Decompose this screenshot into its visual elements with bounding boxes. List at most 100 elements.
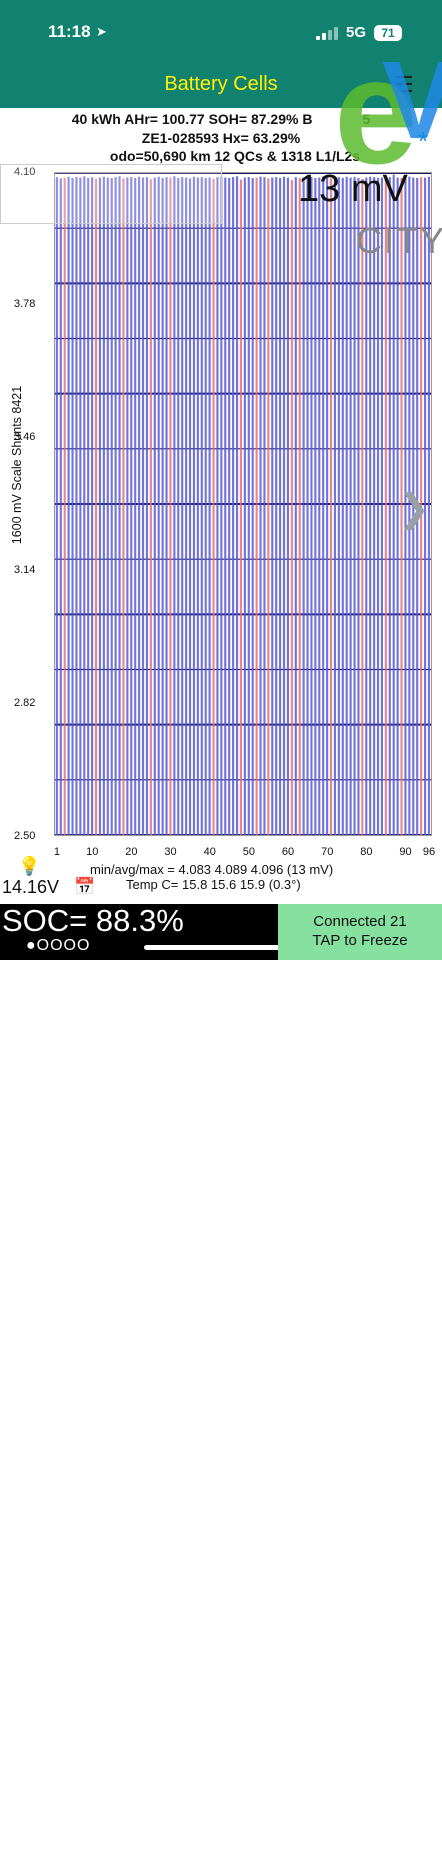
- cell-bar: [251, 177, 254, 836]
- ev-city-logo-text: CITY: [356, 220, 442, 261]
- x-tick-label: 80: [360, 846, 373, 858]
- cell-bar: [396, 177, 399, 835]
- cell-bar: [404, 177, 407, 835]
- ev-city-logo-v: V: [382, 39, 442, 162]
- cell-bar: [181, 177, 184, 835]
- cell-bar: [59, 178, 62, 835]
- cell-bar: [145, 177, 149, 835]
- cell-bar: [161, 177, 164, 836]
- cell-bar: [329, 178, 333, 835]
- cell-bar: [314, 177, 317, 836]
- y-axis-label: 1600 mV Scale Shunts 8421: [10, 385, 25, 545]
- cell-voltage-chart[interactable]: [54, 172, 432, 836]
- cell-bar: [165, 177, 168, 835]
- cell-bar: [427, 176, 431, 835]
- cell-bar: [71, 177, 74, 836]
- cell-bar: [384, 178, 387, 835]
- cell-bar: [110, 177, 113, 836]
- status-bar: 11:18 ➤ 5G 71: [0, 0, 442, 66]
- x-tick-label: 60: [281, 846, 295, 858]
- cell-bar: [298, 177, 301, 836]
- cell-bar: [114, 177, 117, 835]
- cell-bar: [408, 176, 411, 835]
- cell-bar: [282, 176, 286, 835]
- vin-health-line: ZE1-028593 Hx= 63.29%: [141, 130, 301, 146]
- min-avg-max-stats: min/avg/max = 4.083 4.089 4.096 (13 mV): [90, 862, 334, 877]
- cell-bar: [138, 176, 141, 835]
- cell-bar: [173, 176, 176, 835]
- x-tick-label: 40: [203, 846, 216, 858]
- cell-bar: [239, 179, 243, 835]
- status-time: 11:18: [48, 22, 91, 41]
- ev-city-logo-e: e: [334, 27, 418, 195]
- cell-bar: [67, 176, 70, 835]
- lightbulb-icon[interactable]: 💡: [18, 856, 41, 876]
- pack-summary-text: 40 kWh AHr= 100.77 SOH= 87.29% B: [71, 111, 313, 127]
- x-tick-label: 50: [242, 846, 255, 858]
- cell-bar: [235, 176, 239, 835]
- cell-bar: [306, 176, 309, 835]
- x-tick-label: 30: [164, 846, 177, 858]
- cell-bar: [228, 177, 231, 836]
- cell-bar: [98, 177, 102, 835]
- home-indicator[interactable]: [144, 945, 294, 950]
- cell-bar: [310, 177, 313, 835]
- calendar-icon[interactable]: 📅: [74, 877, 96, 896]
- cell-bar: [204, 177, 207, 836]
- hamburger-menu-icon[interactable]: ☰: [394, 72, 414, 97]
- cell-bar: [341, 177, 344, 836]
- network-type: 5G: [346, 24, 367, 41]
- page-indicator-dots[interactable]: ●OOOO: [26, 937, 91, 954]
- app-title-bar: Battery Cells ☰: [0, 66, 442, 108]
- cell-bar: [380, 177, 384, 835]
- cell-bar: [102, 176, 105, 835]
- pack-summary-suffix: 5: [362, 111, 371, 127]
- connection-freeze-button[interactable]: Connected 21 TAP to Freeze: [278, 904, 442, 960]
- cell-bar: [290, 180, 293, 835]
- logo-frame: [0, 164, 222, 224]
- cell-bar: [208, 177, 211, 835]
- cell-bar: [94, 178, 98, 836]
- cell-bar: [345, 176, 348, 835]
- cell-bar: [212, 178, 215, 836]
- next-page-chevron-icon[interactable]: ❯: [398, 488, 430, 530]
- cell-bar: [361, 178, 364, 836]
- cell-bar: [337, 177, 340, 835]
- y-tick-label: 3.46: [14, 431, 36, 443]
- cell-bar: [302, 177, 305, 835]
- cell-bar: [376, 177, 380, 836]
- cell-bar: [130, 177, 133, 835]
- cell-bar: [322, 176, 325, 835]
- cell-bar: [192, 176, 196, 835]
- cell-bar: [185, 177, 188, 835]
- cell-bar: [55, 177, 58, 835]
- cell-bar: [373, 177, 376, 835]
- cell-bar: [294, 177, 297, 835]
- cell-bar: [353, 177, 356, 835]
- x-tick-label: 20: [125, 846, 138, 858]
- cell-bar: [126, 177, 129, 835]
- cell-bar: [87, 177, 90, 836]
- cell-bar: [412, 177, 415, 835]
- cell-bar: [365, 177, 368, 835]
- app-version: v2.0.0(10) en: [194, 1852, 242, 1861]
- cell-bar: [423, 177, 427, 835]
- cell-bar: [153, 177, 156, 835]
- x-tick-label: 1: [53, 846, 61, 858]
- temperature-stats: Temp C= 15.8 15.6 15.9 (0.3°): [126, 877, 301, 892]
- cell-bar: [392, 174, 395, 835]
- cell-bar: [349, 177, 352, 835]
- cell-bar: [118, 176, 121, 835]
- cell-bar: [220, 176, 223, 835]
- voltage-spread-label: 13 mV: [298, 168, 408, 210]
- cell-bar: [333, 177, 337, 835]
- cell-bar: [388, 177, 391, 835]
- cell-bar: [157, 176, 160, 835]
- cell-bar: [267, 178, 270, 835]
- cell-bar: [169, 177, 172, 835]
- cell-bar: [216, 177, 219, 835]
- y-tick-label: 3.78: [14, 298, 36, 310]
- cell-bar: [83, 176, 86, 835]
- soc-value: SOC= 88.3%: [2, 903, 184, 938]
- cell-bar: [271, 177, 274, 835]
